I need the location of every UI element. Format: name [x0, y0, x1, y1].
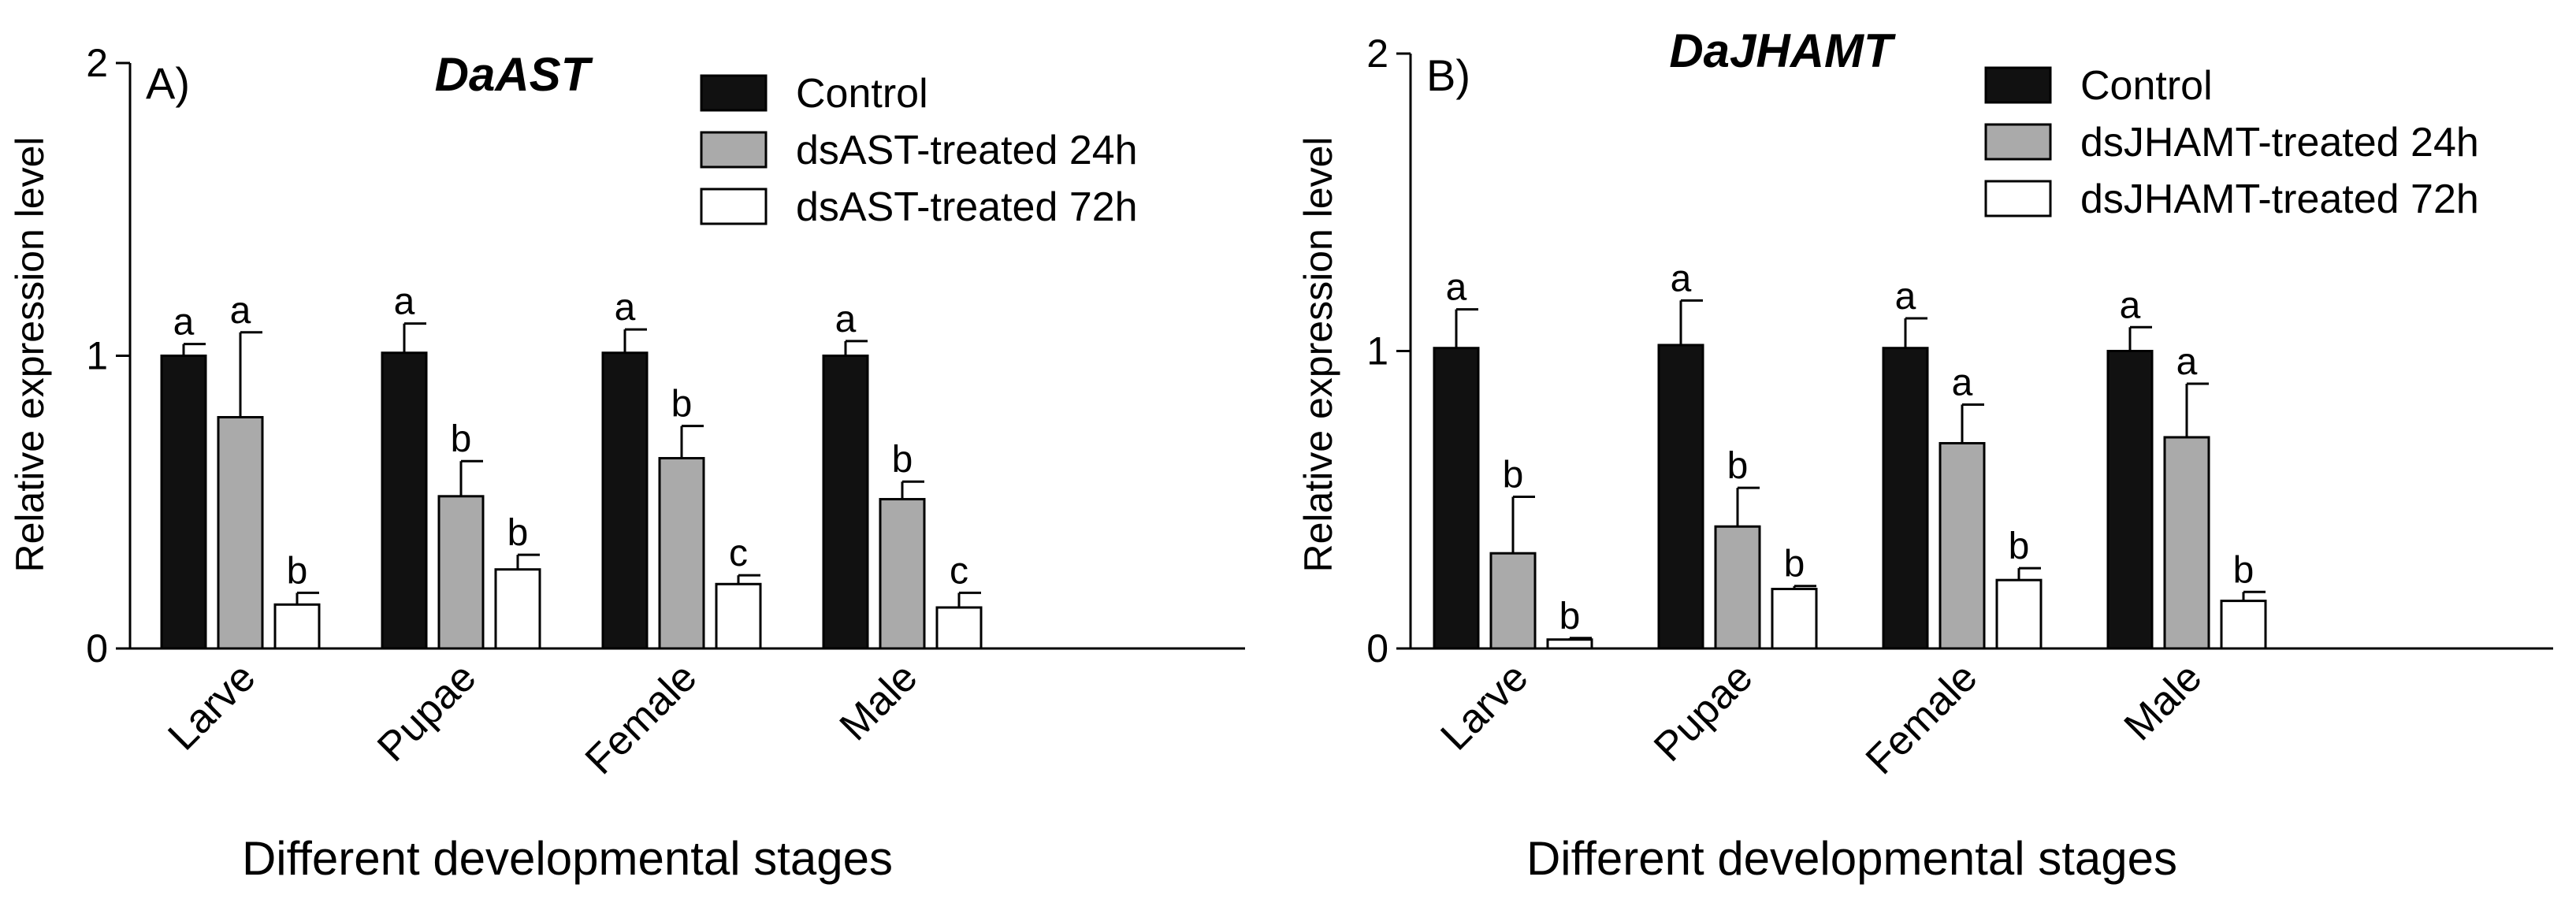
bar — [273, 603, 321, 650]
significance-label: b — [1559, 596, 1581, 637]
chart-title: DaAST — [435, 48, 593, 101]
legend: Control dsAST-treated 24h dsAST-treated 72… — [700, 71, 1138, 230]
bar — [2220, 600, 2267, 650]
significance-label: a — [615, 287, 636, 329]
bar — [160, 355, 207, 650]
bar — [1489, 552, 1537, 650]
bar — [658, 457, 705, 650]
category-label: Larve — [1432, 654, 1537, 759]
y-tick-label: 1 — [1366, 329, 1388, 373]
significance-label: c — [950, 550, 968, 592]
significance-label: a — [1952, 362, 1973, 403]
bar — [1771, 588, 1818, 650]
y-tick-label: 2 — [86, 41, 108, 85]
x-axis-label: Different developmental stages — [1526, 832, 2177, 885]
chart-panel-b: 012abbLarveabbPupaeaabFemaleaabMaleRelat… — [1296, 24, 2553, 885]
legend-swatch — [700, 188, 768, 225]
bar — [437, 495, 485, 650]
significance-label: a — [835, 299, 857, 340]
significance-label: b — [671, 384, 693, 425]
bar — [494, 568, 541, 650]
legend-label: Control — [2080, 63, 2213, 109]
legend-label: dsAST-treated 24h — [796, 128, 1138, 173]
significance-label: b — [507, 512, 529, 554]
x-axis-label: Different developmental stages — [242, 832, 893, 885]
legend-swatch — [1984, 66, 2052, 104]
significance-label: a — [2176, 341, 2198, 383]
bar — [217, 416, 264, 650]
legend-swatch — [1984, 123, 2052, 161]
bar — [715, 582, 762, 650]
y-axis-label: Relative expression level — [1296, 136, 1340, 572]
significance-label: b — [1503, 454, 1524, 496]
y-tick-label: 1 — [86, 334, 108, 378]
bar — [935, 606, 983, 650]
significance-label: b — [451, 418, 472, 460]
y-tick-label: 0 — [86, 626, 108, 671]
category-label: Female — [577, 654, 706, 783]
legend-label: dsJHAMT-treated 72h — [2080, 176, 2479, 222]
significance-label: b — [287, 550, 308, 592]
y-tick-label: 2 — [1366, 32, 1388, 76]
significance-label: a — [1671, 258, 1692, 299]
category-label: Larve — [159, 654, 264, 759]
legend-label: Control — [796, 71, 928, 117]
significance-label: b — [1784, 544, 1805, 585]
significance-label: b — [1727, 445, 1749, 487]
category-label: Pupae — [369, 654, 485, 770]
category-label: Male — [2116, 654, 2211, 749]
category-label: Male — [831, 654, 927, 749]
significance-label: b — [2009, 526, 2030, 567]
legend-swatch — [700, 131, 768, 169]
bar — [381, 351, 428, 650]
bar — [1657, 344, 1704, 650]
significance-label: a — [230, 290, 251, 332]
bar — [1995, 578, 2043, 650]
significance-label: a — [2120, 284, 2141, 326]
legend-swatch — [700, 74, 768, 112]
bar — [822, 355, 869, 650]
bar — [1939, 442, 1986, 650]
significance-label: b — [2233, 549, 2254, 591]
bar — [2163, 436, 2210, 650]
legend-swatch — [1984, 180, 2052, 217]
significance-label: a — [173, 302, 195, 344]
significance-label: a — [394, 281, 415, 323]
bar — [1714, 525, 1761, 650]
legend: Control dsJHAMT-treated 24h dsJHAMT-treate… — [1984, 63, 2479, 222]
bar — [1882, 347, 1929, 650]
panel-letter: A) — [146, 58, 190, 108]
bar — [1546, 638, 1593, 650]
significance-label: a — [1895, 276, 1916, 318]
category-label: Pupae — [1645, 654, 1761, 770]
chart-title: DaJHAMT — [1669, 24, 1896, 77]
legend-label: dsJHAMT-treated 24h — [2080, 120, 2479, 165]
bar — [879, 498, 926, 650]
bar — [2106, 350, 2154, 650]
bar — [601, 351, 649, 650]
significance-label: b — [892, 439, 913, 481]
significance-label: c — [729, 533, 748, 574]
y-axis-label: Relative expression level — [8, 136, 52, 572]
category-label: Female — [1857, 654, 1987, 783]
significance-label: a — [1446, 267, 1467, 309]
panel-letter: B) — [1426, 50, 1470, 100]
y-tick-label: 0 — [1366, 626, 1388, 671]
bar — [1433, 347, 1480, 650]
legend-label: dsAST-treated 72h — [796, 184, 1138, 230]
